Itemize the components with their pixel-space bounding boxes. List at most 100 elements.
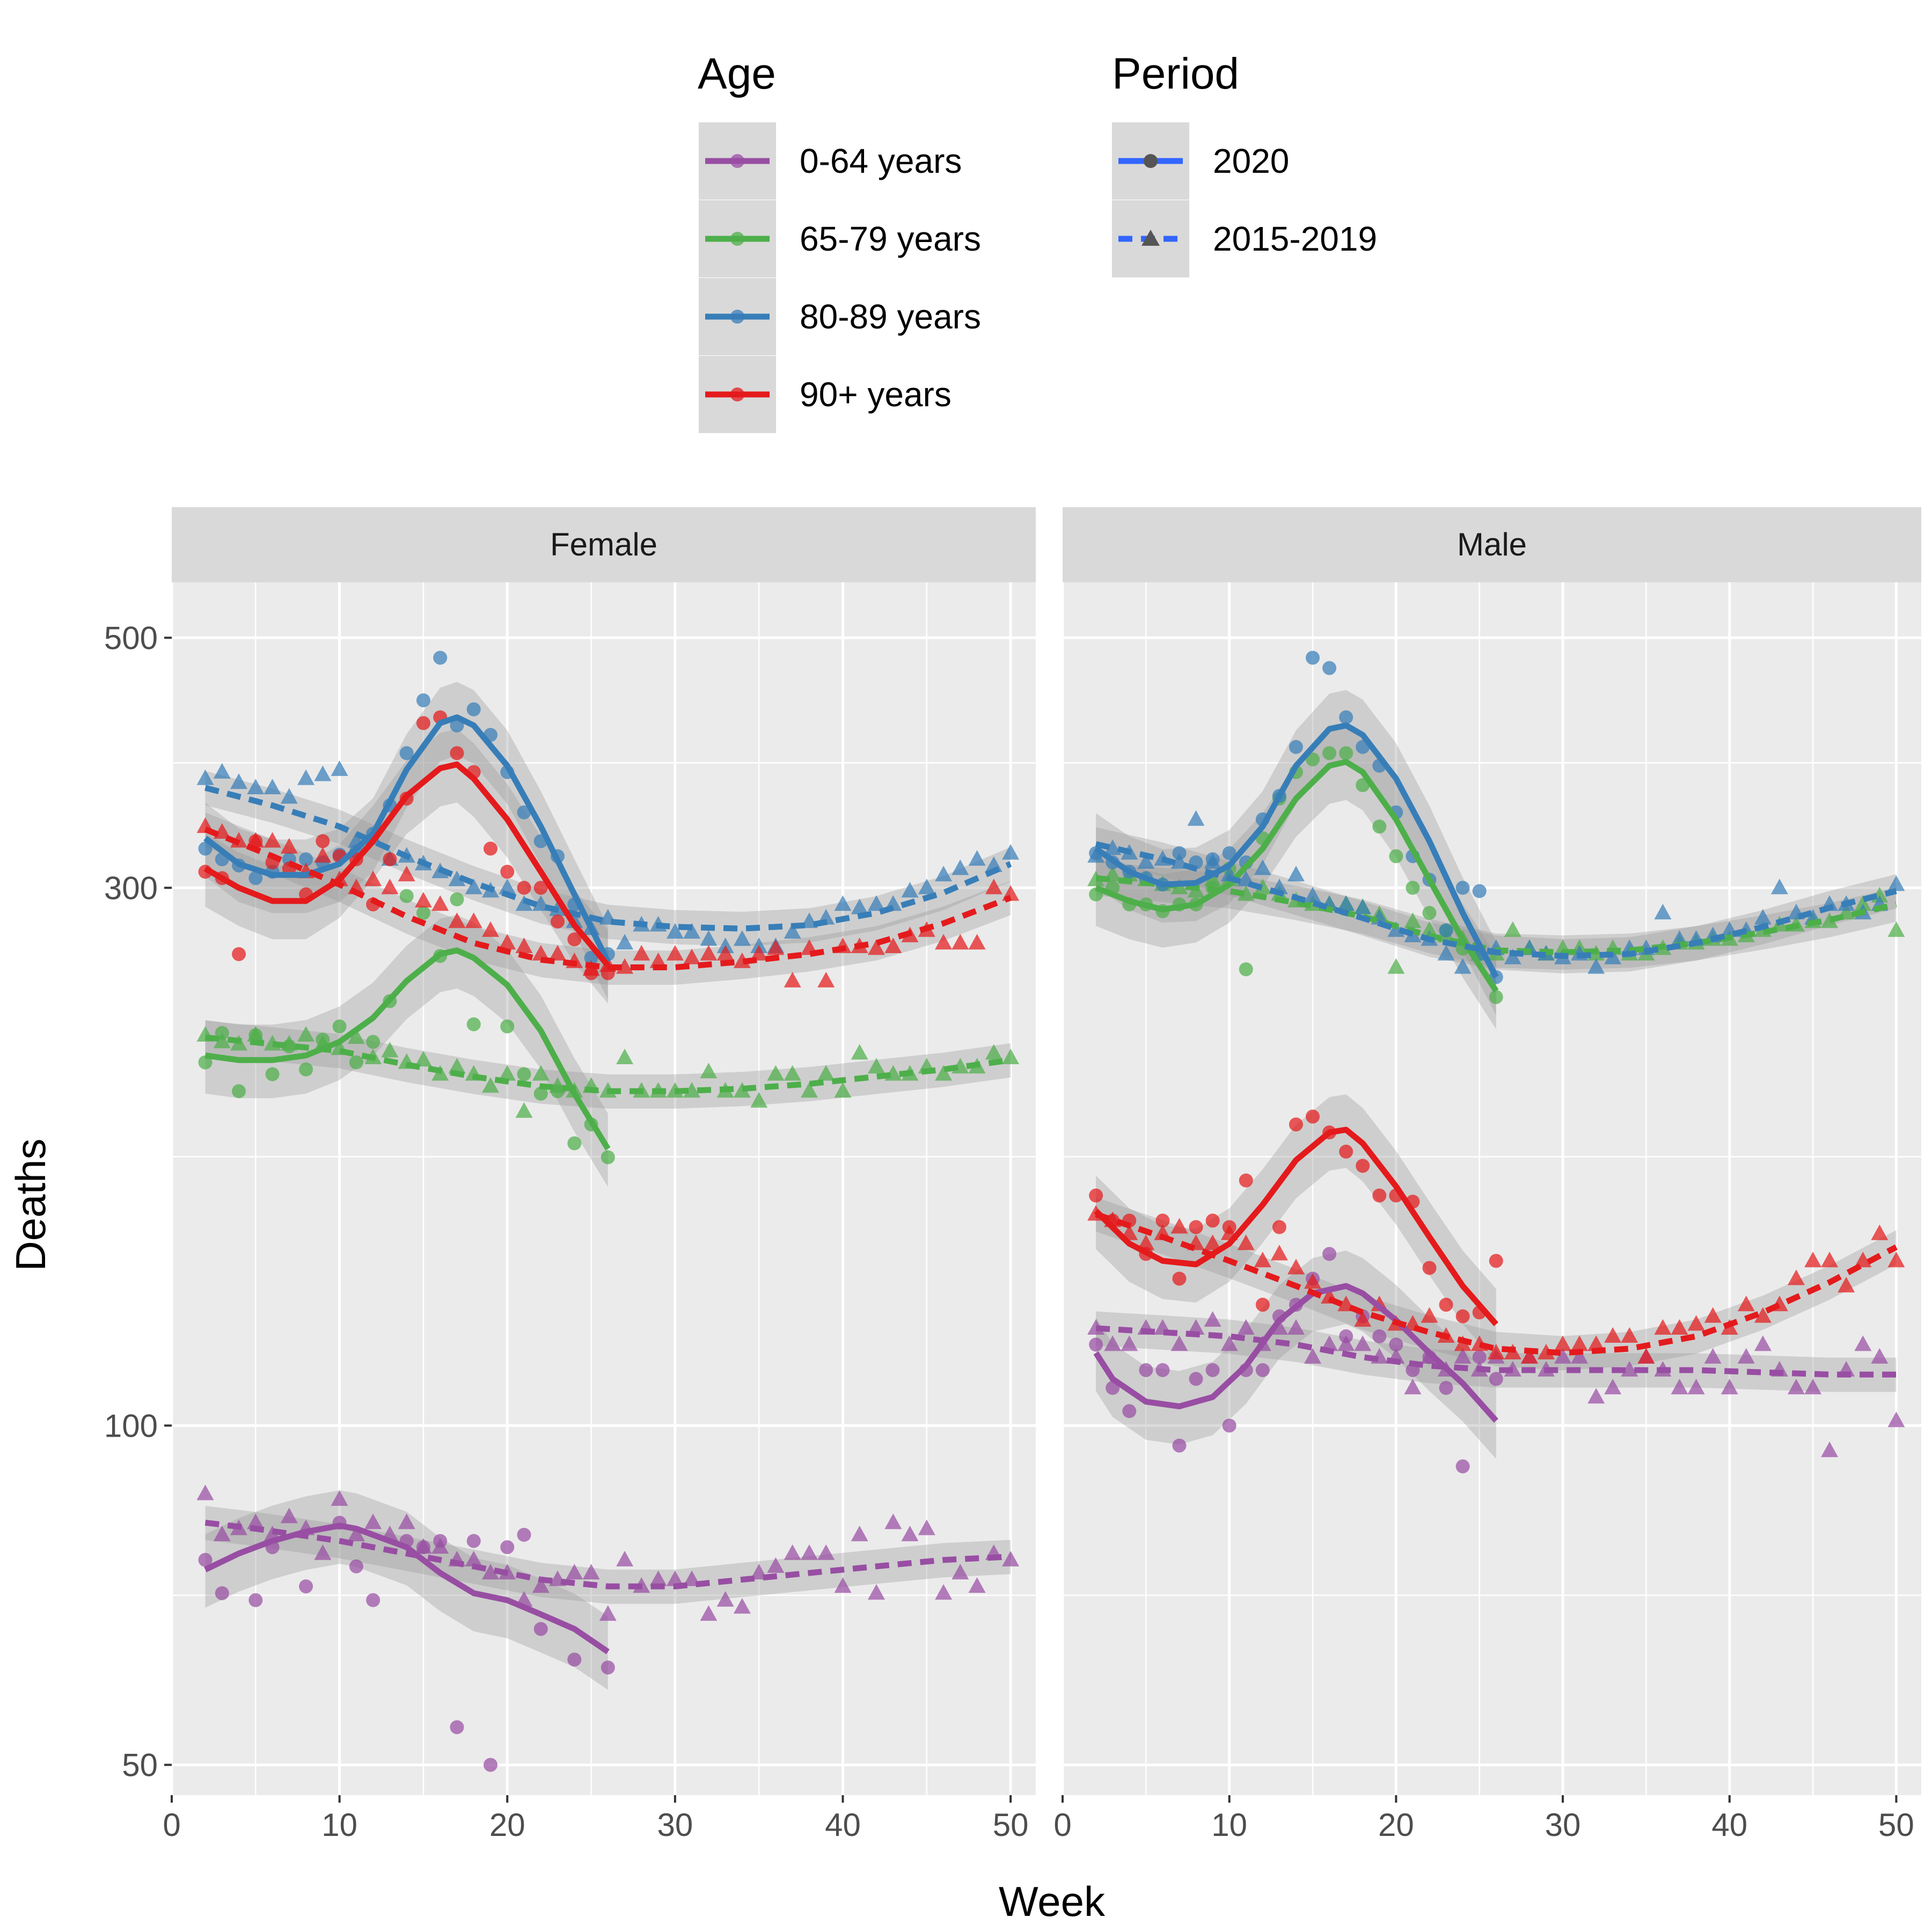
data-point: [532, 1577, 550, 1593]
data-point: [985, 1044, 1002, 1060]
data-point: [1671, 1379, 1688, 1395]
data-point: [398, 1513, 415, 1529]
data-point: [433, 650, 448, 665]
ribbon-0-64-years-2020: [205, 1490, 608, 1690]
data-point: [1871, 1224, 1889, 1240]
data-point: [517, 881, 531, 895]
data-point: [817, 971, 835, 987]
x-tick-label: 30: [657, 1807, 693, 1843]
data-point: [1489, 990, 1503, 1004]
data-point: [448, 912, 466, 928]
x-tick-label: 20: [1378, 1807, 1414, 1843]
data-point: [683, 1082, 701, 1098]
data-point: [1788, 1269, 1805, 1285]
data-point: [1222, 1418, 1236, 1433]
data-point: [1272, 1220, 1286, 1234]
data-point: [1205, 1213, 1220, 1228]
data-point: [500, 1540, 515, 1554]
y-axis-title: Deaths: [7, 1138, 54, 1271]
data-point: [533, 1086, 548, 1101]
data-point: [1255, 1298, 1270, 1312]
data-point: [968, 850, 986, 866]
data-point: [952, 859, 969, 875]
data-point: [466, 1017, 481, 1031]
data-point: [500, 1019, 515, 1034]
data-point: [483, 841, 497, 856]
data-point: [968, 934, 986, 950]
data-point: [935, 1584, 953, 1600]
data-point: [196, 769, 214, 785]
data-point: [297, 1026, 315, 1042]
legend-key-marker: [1144, 154, 1158, 168]
data-point: [1489, 1254, 1503, 1268]
data-point: [1304, 1348, 1321, 1364]
data-point: [1205, 1363, 1220, 1377]
x-tick-label: 40: [825, 1807, 861, 1843]
data-point: [784, 1544, 801, 1560]
data-point: [1270, 1245, 1288, 1261]
data-point: [232, 1084, 246, 1099]
data-point: [1356, 1159, 1370, 1173]
data-point: [1604, 1379, 1622, 1395]
data-point: [1322, 1247, 1337, 1261]
ribbon-80-89-years-2020: [1096, 690, 1496, 1015]
trend-line-80-89-years-2015-2019: [1095, 841, 1897, 959]
data-point: [499, 879, 516, 895]
data-point: [1454, 1348, 1472, 1364]
data-point: [1422, 1261, 1437, 1275]
data-point: [1254, 879, 1271, 895]
data-point: [248, 1593, 263, 1607]
data-point: [868, 1058, 885, 1074]
data-point: [567, 1136, 582, 1151]
data-point: [683, 948, 701, 964]
data-point: [851, 898, 868, 914]
ribbon-90plus-years-2020: [1096, 1094, 1496, 1363]
y-tick-label: 500: [104, 620, 158, 656]
data-point: [834, 1577, 852, 1593]
data-point: [465, 879, 482, 895]
data-point: [801, 1082, 818, 1098]
data-point: [448, 870, 466, 887]
data-point: [381, 879, 399, 895]
data-point: [733, 930, 751, 946]
data-point: [1121, 1335, 1138, 1351]
data-point: [1104, 839, 1122, 855]
data-point: [347, 1525, 365, 1541]
data-point: [247, 832, 265, 848]
data-point: [733, 952, 751, 968]
data-point: [935, 934, 953, 950]
data-point: [1170, 1218, 1188, 1234]
data-point: [532, 945, 550, 961]
data-point: [1239, 962, 1253, 977]
ribbon-0-64-years-2020: [1096, 1250, 1496, 1459]
data-point: [398, 866, 415, 882]
data-point: [834, 1082, 852, 1098]
data-point: [499, 934, 516, 950]
x-tick-label: 10: [321, 1807, 357, 1843]
data-point: [1422, 906, 1437, 920]
x-tick-label: 0: [1053, 1807, 1071, 1843]
data-point: [1604, 1327, 1622, 1343]
data-point: [1439, 923, 1453, 938]
data-point: [767, 1065, 785, 1081]
legend-key-marker: [730, 310, 744, 324]
data-point: [1222, 846, 1236, 860]
data-point: [483, 1758, 497, 1772]
data-point: [349, 1055, 363, 1070]
data-point: [1587, 1335, 1605, 1351]
data-point: [482, 1564, 499, 1579]
data-point: [1887, 875, 1905, 891]
trend-line-80-89-years-2015-2019: [204, 785, 1012, 932]
data-point: [801, 1544, 818, 1560]
data-point: [1204, 870, 1221, 887]
data-point: [248, 871, 263, 885]
x-tick-label: 20: [489, 1807, 525, 1843]
data-point: [1339, 710, 1353, 724]
data-point: [1704, 1307, 1722, 1323]
data-point: [414, 891, 432, 908]
data-point: [230, 773, 247, 789]
data-point: [314, 1544, 332, 1560]
data-point: [683, 923, 701, 939]
data-point: [1002, 1049, 1020, 1064]
